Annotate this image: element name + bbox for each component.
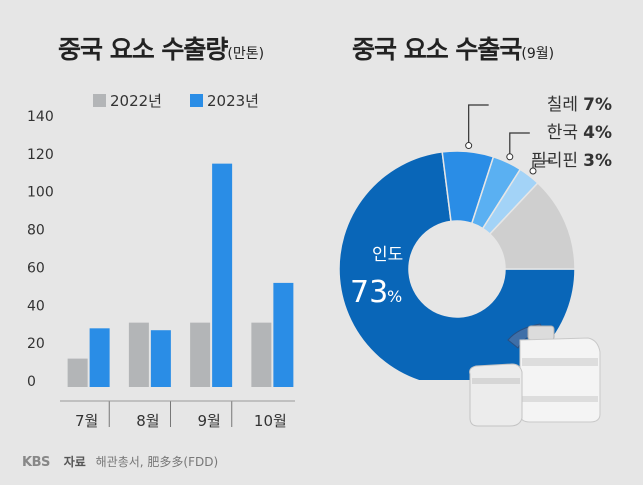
- bar-chart-unit: (만톤): [227, 46, 265, 62]
- y-tick-label: 100: [27, 185, 54, 201]
- callout-name-필리핀: 필리핀: [531, 151, 578, 171]
- callout-dot-필리핀: [529, 167, 537, 175]
- legend-swatch-1: [190, 94, 203, 107]
- x-tick-label: 7월: [75, 412, 98, 430]
- y-tick-label: 0: [27, 374, 36, 390]
- callout-line-칠레: [468, 104, 489, 146]
- x-tick-label: 9월: [197, 412, 220, 430]
- callout-dot-칠레: [465, 142, 473, 150]
- bar-2022년-7월: [67, 358, 88, 387]
- callout-value-한국: 4%: [583, 123, 612, 143]
- source-text: 해관총서, 肥多多(FDD): [95, 455, 219, 469]
- bar-2023년-8월: [150, 330, 171, 387]
- bar-chart: 0 20 40 60 80 100 120 140 2022년 2023년 7월 8월 9월 10월: [27, 92, 295, 430]
- y-tick-label: 40: [27, 298, 45, 314]
- jug-band-lower: [522, 396, 598, 402]
- bar-2023년-10월: [273, 282, 294, 387]
- bar-2022년-10월: [251, 322, 272, 387]
- bar-2022년-8월: [128, 322, 149, 387]
- donut-chart: 인도 73% 칠레 7%한국 4%필리핀 3%: [338, 95, 612, 380]
- bar-2022년-9월: [190, 322, 211, 387]
- jug-band: [522, 358, 598, 366]
- y-tick-label: 120: [27, 147, 54, 163]
- footer: KBS 자료 해관총서, 肥多多(FDD): [22, 453, 218, 470]
- callout-value-칠레: 7%: [583, 95, 612, 115]
- callout-dot-한국: [506, 153, 514, 161]
- bar-chart-title-text: 중국 요소 수출량: [58, 35, 228, 64]
- bar-2023년-9월: [212, 163, 233, 387]
- pie-chart-unit: (9월): [521, 46, 555, 62]
- callout-name-칠레: 칠레: [547, 95, 578, 115]
- slice-label-india-value: 73: [350, 275, 388, 310]
- legend-label-0: 2022년: [110, 92, 162, 110]
- callout-name-한국: 한국: [547, 123, 578, 143]
- jug-cap: [527, 325, 555, 341]
- bar-chart-title: 중국 요소 수출량(만톤): [58, 30, 264, 66]
- callout-line-한국: [509, 132, 530, 157]
- bar-2023년-7월: [89, 328, 110, 387]
- x-tick-label: 10월: [254, 412, 287, 430]
- urea-container-illustration: [469, 323, 601, 427]
- jug-small-band: [472, 378, 520, 384]
- jug-small-body: [469, 363, 523, 427]
- pie-chart-title: 중국 요소 수출국(9월): [352, 30, 554, 66]
- jug-body: [519, 337, 601, 423]
- donut-slice-인도: [338, 151, 576, 380]
- donut-slice-other: [488, 181, 576, 270]
- source-label: 자료: [63, 455, 86, 469]
- legend-label-1: 2023년: [207, 92, 259, 110]
- pie-chart-title-text: 중국 요소 수출국: [352, 35, 522, 64]
- kbs-logo: KBS: [22, 455, 50, 470]
- y-tick-label: 60: [27, 260, 45, 276]
- y-tick-label: 80: [27, 223, 45, 239]
- callout-value-필리핀: 3%: [583, 151, 612, 171]
- y-tick-label: 140: [27, 109, 54, 125]
- x-tick-label: 8월: [136, 412, 159, 430]
- y-tick-label: 20: [27, 336, 45, 352]
- legend-swatch-0: [93, 94, 106, 107]
- slice-label-india-pct: %: [387, 287, 402, 306]
- slice-label-india-name: 인도: [372, 245, 403, 265]
